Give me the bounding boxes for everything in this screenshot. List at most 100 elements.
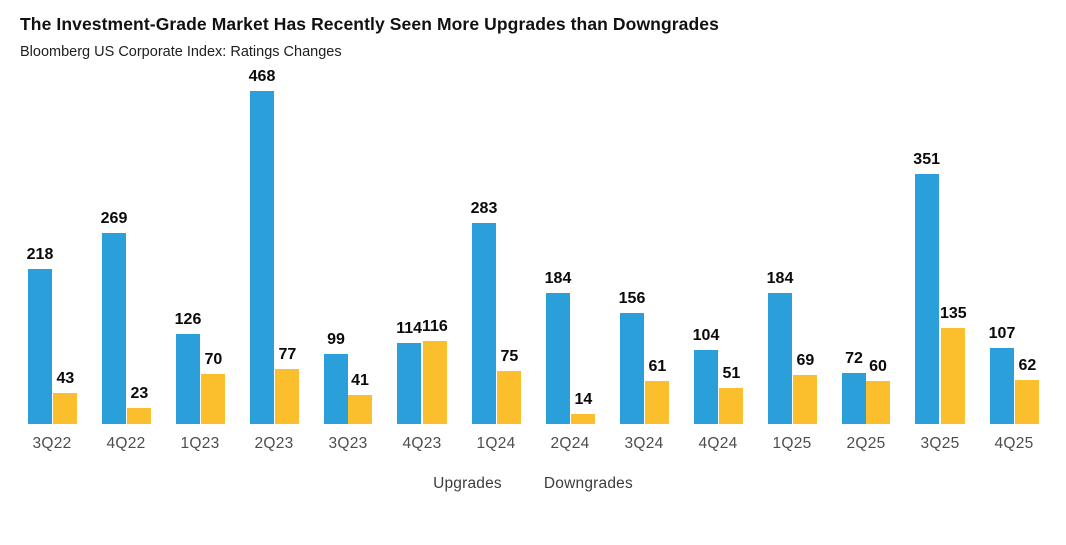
bar-column-upgrades: 468 xyxy=(249,68,275,424)
bar-downgrades xyxy=(275,369,300,424)
chart-group-bars: 468 77 xyxy=(249,52,300,424)
bar-value-label: 62 xyxy=(1018,356,1037,374)
bar-downgrades xyxy=(348,394,372,424)
chart-group-bars: 156 61 xyxy=(619,52,670,424)
x-axis-label: 4Q25 xyxy=(994,435,1034,452)
chart-legend: Upgrades Downgrades xyxy=(15,475,1051,493)
bar-value-label: 269 xyxy=(100,209,128,227)
chart-title: The Investment-Grade Market Has Recently… xyxy=(20,14,719,34)
bar-column-upgrades: 351 xyxy=(913,151,940,424)
bar-column-upgrades: 184 xyxy=(766,270,794,424)
chart-group-bars: 218 43 xyxy=(27,52,78,424)
bar-column-downgrades: 43 xyxy=(53,370,78,424)
chart-group: 99 41 3Q23 xyxy=(311,52,385,453)
bar-upgrades xyxy=(397,342,422,424)
chart-group: 114 116 4Q23 xyxy=(385,52,459,453)
bar-column-upgrades: 218 xyxy=(26,245,54,424)
bar-upgrades xyxy=(914,174,939,424)
chart-group: 107 62 4Q25 xyxy=(977,52,1051,453)
x-axis-label: 3Q25 xyxy=(920,435,960,452)
bar-downgrades xyxy=(127,407,152,424)
bar-column-downgrades: 70 xyxy=(201,351,226,424)
chart-group: 184 69 1Q25 xyxy=(755,52,829,453)
chart-group: 351 135 3Q25 xyxy=(903,52,977,453)
bar-upgrades xyxy=(619,312,644,424)
chart-group: 468 77 2Q23 xyxy=(237,52,311,453)
bar-downgrades xyxy=(719,387,744,424)
bar-value-label: 351 xyxy=(913,151,940,169)
bar-downgrades xyxy=(645,380,670,424)
bar-upgrades xyxy=(545,293,570,424)
bar-upgrades xyxy=(767,293,792,424)
bar-value-label: 126 xyxy=(174,311,202,329)
bar-upgrades xyxy=(324,353,348,424)
bar-column-upgrades: 156 xyxy=(618,289,646,424)
bar-downgrades xyxy=(571,414,596,424)
x-axis-label: 1Q23 xyxy=(180,435,220,452)
bar-downgrades xyxy=(793,374,818,424)
bar-column-upgrades: 184 xyxy=(545,270,571,424)
chart-group-bars: 126 70 xyxy=(175,52,226,424)
bar-value-label: 99 xyxy=(327,330,345,348)
bar-value-label: 114 xyxy=(396,319,422,337)
bar-downgrades xyxy=(866,381,890,424)
x-axis-label: 3Q22 xyxy=(32,435,72,452)
bar-value-label: 69 xyxy=(796,351,815,369)
chart-group: 283 75 1Q24 xyxy=(459,52,533,453)
chart-group-bars: 99 41 xyxy=(324,52,372,424)
chart-group: 269 23 4Q22 xyxy=(89,52,163,453)
chart-group: 184 14 2Q24 xyxy=(533,52,607,453)
bar-value-label: 72 xyxy=(845,349,863,367)
chart-group-bars: 184 69 xyxy=(767,52,818,424)
bar-upgrades xyxy=(471,222,496,424)
chart-group-bars: 351 135 xyxy=(913,52,967,424)
bar-downgrades xyxy=(497,370,522,424)
bar-value-label: 135 xyxy=(940,304,967,322)
chart-header: The Investment-Grade Market Has Recently… xyxy=(0,12,1066,61)
chart-group: 156 61 3Q24 xyxy=(607,52,681,453)
bar-value-label: 156 xyxy=(618,289,646,307)
bar-value-label: 283 xyxy=(470,199,498,217)
chart-group-bars: 184 14 xyxy=(545,52,596,424)
bar-value-label: 70 xyxy=(204,351,223,369)
bar-value-label: 60 xyxy=(869,358,887,376)
bar-downgrades xyxy=(1015,379,1040,424)
chart-group-bars: 114 116 xyxy=(396,52,448,424)
x-axis-label: 4Q22 xyxy=(106,435,146,452)
x-axis-label: 4Q23 xyxy=(402,435,442,452)
bar-downgrades xyxy=(53,393,78,424)
bar-upgrades xyxy=(27,268,52,424)
bar-downgrades xyxy=(941,327,966,424)
bar-value-label: 77 xyxy=(278,346,297,364)
chart-group-bars: 283 75 xyxy=(471,52,522,424)
chart-plot-area: 218 43 3Q22 269 23 4Q22 126 70 1Q23 468 77 2Q23 99 41… xyxy=(15,61,1051,453)
bar-value-label: 14 xyxy=(574,391,593,408)
bar-column-downgrades: 116 xyxy=(422,318,448,424)
bar-column-upgrades: 99 xyxy=(324,330,348,424)
chart-group-bars: 107 62 xyxy=(989,52,1040,424)
bar-column-downgrades: 69 xyxy=(793,351,818,424)
bar-value-label: 218 xyxy=(26,245,54,263)
bar-value-label: 116 xyxy=(422,318,448,336)
chart-group: 72 60 2Q25 xyxy=(829,52,903,453)
x-axis-label: 2Q23 xyxy=(254,435,294,452)
bar-value-label: 184 xyxy=(766,270,794,287)
bar-column-downgrades: 75 xyxy=(497,348,522,424)
bar-column-downgrades: 60 xyxy=(866,358,890,424)
bar-upgrades xyxy=(101,232,126,424)
x-axis-label: 2Q24 xyxy=(550,435,590,452)
bar-column-downgrades: 62 xyxy=(1015,356,1040,424)
chart-group-bars: 104 51 xyxy=(693,52,744,424)
x-axis-label: 3Q24 xyxy=(624,435,664,452)
bar-value-label: 51 xyxy=(722,364,741,382)
chart-group: 104 51 4Q24 xyxy=(681,52,755,453)
bar-chart: 218 43 3Q22 269 23 4Q22 126 70 1Q23 468 77 2Q23 99 41… xyxy=(15,61,1051,493)
legend-item-downgrades: Downgrades xyxy=(543,475,633,492)
bar-value-label: 43 xyxy=(56,370,75,388)
bar-value-label: 41 xyxy=(351,371,369,389)
bar-column-downgrades: 23 xyxy=(127,385,152,424)
bar-column-upgrades: 126 xyxy=(174,311,202,424)
bar-column-downgrades: 135 xyxy=(940,305,967,424)
legend-item-upgrades: Upgrades xyxy=(433,475,502,492)
